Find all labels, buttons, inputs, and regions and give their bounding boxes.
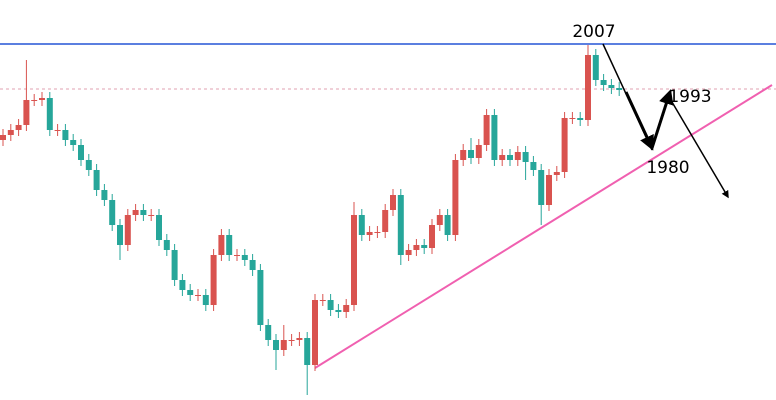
candle-body: [156, 215, 162, 240]
candle-body: [413, 245, 420, 250]
candle-body: [124, 215, 131, 245]
candle-body: [421, 245, 428, 248]
candle-body: [257, 270, 264, 325]
candle-body: [179, 280, 186, 290]
candle-body: [483, 115, 490, 145]
candle-body: [397, 195, 404, 255]
candle-body: [163, 240, 170, 250]
annotation: 1993: [668, 87, 711, 107]
candle-body: [499, 155, 506, 160]
candle-body: [452, 160, 459, 235]
candle-body: [15, 125, 22, 130]
candle-body: [265, 325, 272, 340]
candle-body: [327, 300, 334, 310]
candle-body: [608, 85, 615, 88]
candle-body: [187, 290, 194, 295]
arrow: [650, 89, 674, 149]
candle-body: [312, 300, 318, 365]
annotation: 2007: [572, 22, 615, 42]
candle-body: [546, 175, 552, 205]
candle-body: [85, 160, 92, 170]
candle-body: [46, 98, 53, 130]
trend-line: [314, 84, 773, 369]
candle-body: [553, 172, 560, 175]
candle-body: [436, 215, 443, 225]
candle-body: [226, 235, 233, 255]
candle-body: [202, 295, 209, 305]
candle-body: [234, 255, 240, 256]
candle-body: [0, 135, 6, 140]
candle-body: [616, 88, 623, 90]
candle-body: [70, 140, 77, 145]
candle-body: [273, 340, 279, 350]
candle-body: [491, 115, 498, 160]
candle-body: [585, 55, 591, 120]
candle-body: [592, 55, 599, 80]
candle-body: [210, 255, 217, 305]
candle-body: [109, 200, 116, 225]
candle-body: [39, 98, 45, 100]
candle-body: [241, 255, 248, 260]
candle-body: [600, 80, 607, 85]
candle-body: [351, 215, 357, 305]
arrow: [624, 91, 654, 151]
candle-body: [358, 215, 365, 235]
annotation: 1980: [646, 158, 689, 178]
candle-body: [468, 150, 474, 158]
candle-body: [288, 340, 295, 341]
candle-body: [132, 210, 139, 215]
candle-body: [7, 130, 14, 135]
candle-body: [171, 250, 178, 280]
candle-body: [475, 145, 482, 158]
candle-body: [93, 170, 100, 190]
candle-body: [296, 338, 303, 340]
candle-body: [382, 210, 389, 232]
candle-body: [460, 150, 467, 160]
candle-body: [530, 162, 537, 170]
candle-body: [319, 300, 326, 301]
candles: [0, 45, 623, 395]
candle-body: [218, 235, 225, 255]
candle-body: [507, 155, 513, 160]
candle-body: [444, 215, 451, 235]
candle-body: [280, 340, 287, 350]
candle-body: [335, 310, 342, 312]
candle-body: [343, 305, 350, 312]
candle-body: [569, 118, 576, 119]
candle-body: [23, 100, 30, 125]
candle-body: [390, 195, 396, 210]
candle-body: [101, 190, 108, 200]
candle-body: [429, 225, 435, 248]
candle-body: [538, 170, 545, 205]
candle-body: [304, 338, 311, 365]
candle-body: [78, 145, 84, 160]
candle-body: [405, 250, 412, 255]
candle-body: [514, 152, 521, 160]
candle-body: [374, 232, 381, 233]
candle-body: [62, 130, 69, 140]
candle-body: [577, 118, 584, 120]
candle-body: [148, 215, 155, 216]
candle-body: [561, 118, 568, 172]
candle-body: [31, 100, 38, 101]
candle-body: [117, 225, 123, 245]
candle-body: [140, 210, 147, 215]
candle-body: [522, 152, 529, 162]
arrow: [671, 101, 729, 199]
candle-body: [366, 232, 373, 235]
candle-body: [249, 260, 256, 270]
candle-body: [54, 130, 61, 131]
candle-body: [195, 295, 201, 296]
